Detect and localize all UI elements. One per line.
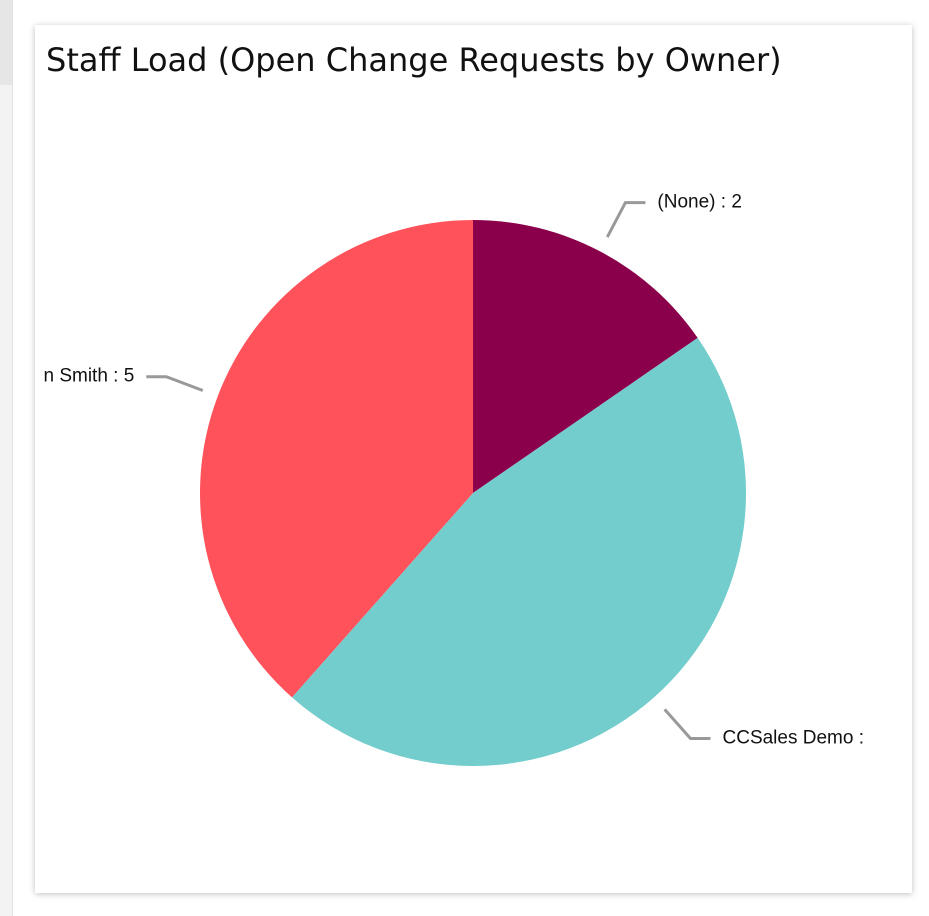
pie-slice <box>200 219 474 698</box>
leader-line <box>663 708 711 741</box>
leader-line <box>146 375 204 392</box>
slice-label: (None) : 2 <box>657 192 741 213</box>
slice-label: CCSales Demo : <box>723 728 865 749</box>
slice-label: n Smith : 5 <box>43 366 134 387</box>
side-strip <box>0 0 13 916</box>
pie-slice <box>473 220 698 493</box>
chart-card: Staff Load (Open Change Requests by Owne… <box>35 25 912 893</box>
pie-slice <box>291 337 747 767</box>
chart-title: Staff Load (Open Change Requests by Owne… <box>46 41 782 79</box>
chart: (None) : 2 CCSales Demo : n Smith : 5 <box>43 192 865 767</box>
side-strip-top <box>0 0 12 85</box>
leader-line <box>605 201 646 238</box>
